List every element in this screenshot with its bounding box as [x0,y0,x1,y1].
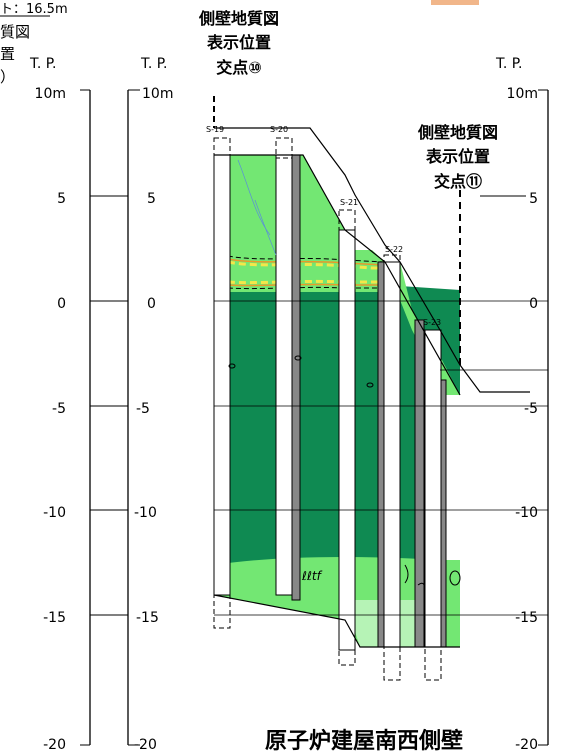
dashed-layer-yellow-2 [227,279,385,285]
section-elevation-lines [214,300,548,616]
marker-10-line3: 交点⑩ [216,58,262,77]
scale-center-m5: -5 [136,401,150,417]
tp-header-left: T. P. [29,56,57,72]
borehole-s22 [383,261,401,648]
top-left-text-3: ） [0,68,15,86]
marker-11-line3: 交点⑪ [434,172,482,191]
scale-right-10: 10m [507,86,538,102]
scale-center-10: 10m [142,86,173,102]
scale-right-m10: -10 [515,505,538,521]
scale-center-m15: -15 [136,610,159,626]
borehole-s20 [275,154,293,596]
tp-header-center: T. P. [140,56,168,72]
borehole-s19 [213,154,231,596]
scale-center-m10: -10 [134,505,157,521]
scale-center-0: 0 [147,296,156,312]
scale-center-m20: -20 [134,737,157,753]
scale-left [80,89,91,746]
dashed-layer-yellow [227,260,385,270]
scale-left-0: 0 [57,296,66,312]
scale-right-5: 5 [529,191,538,207]
borehole-dashed-extensions [213,137,442,681]
scale-left-m20: -20 [43,737,66,753]
scale-center-5: 5 [147,191,156,207]
borehole-columns [213,154,442,651]
borehole-label-s20: S-20 [270,125,288,134]
scale-right-m15: -15 [515,610,538,626]
marker-10-line1: 側壁地質図 [198,9,279,28]
figure-caption: 原子炉建屋南西側壁 [265,728,463,754]
borehole-label-s21: S-21 [340,198,358,207]
unit-label-lltf: ℓℓtf [301,569,323,583]
bottom-outline [213,594,460,648]
surface-outline [214,154,461,396]
scale-center [127,89,140,746]
grey-wall-1 [291,154,301,601]
ground-surface-line [214,127,530,393]
borehole-label-s19: S-19 [206,125,224,134]
scale-left-5: 5 [57,191,66,207]
borehole-s23 [424,329,442,648]
top-left-text-1: 質図 [0,23,30,41]
tp-header-right: T. P. [495,56,523,72]
scale-left-m15: -15 [43,610,66,626]
top-left-height-text: ト：16.5m [0,2,68,17]
scale-left-10: 10m [35,86,66,102]
top-left-text-2: 置 [0,45,15,63]
scale-right [538,89,549,746]
top-orange-badge [431,0,479,5]
scale-left-m10: -10 [43,505,66,521]
grey-wall-4 [414,319,425,648]
scale-right-m20: -20 [515,737,538,753]
borehole-label-s22: S-22 [385,245,403,254]
borehole-s21 [338,229,356,651]
elevation-gridlines [90,195,526,616]
scale-left-m5: -5 [52,401,66,417]
scale-right-m5: -5 [524,401,538,417]
vein-lines [237,159,277,256]
scale-right-0: 0 [529,296,538,312]
pebble-marks [228,355,461,594]
marker-11-line1: 側壁地質図 [417,123,498,142]
marker-10-line2: 表示位置 [206,33,271,52]
borehole-label-s23: S-23 [423,318,441,327]
marker-11-line2: 表示位置 [425,147,490,166]
